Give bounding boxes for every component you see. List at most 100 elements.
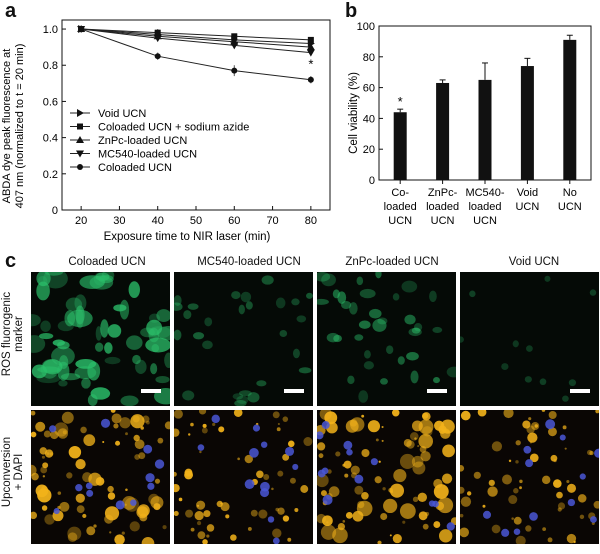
- upconversion-signal: [188, 433, 191, 436]
- upconversion-signal: [547, 537, 553, 543]
- dapi-nucleus: [211, 414, 220, 424]
- x-tick-label: 50: [190, 215, 202, 227]
- cell-fluorescence: [234, 399, 247, 406]
- cell-fluorescence: [182, 390, 195, 401]
- upconversion-signal: [142, 415, 150, 423]
- cell-fluorescence: [347, 375, 355, 385]
- series-line: [80, 28, 311, 81]
- cell-fluorescence: [358, 320, 371, 329]
- cell-fluorescence: [174, 302, 183, 311]
- upconversion-signal: [542, 527, 547, 531]
- cell-fluorescence: [317, 298, 329, 305]
- cell-fluorescence: [372, 318, 387, 332]
- upconversion-signal: [418, 433, 434, 449]
- line-chart-abda: 20 30 40 50 60 70 80 0 0.2 0.4 0.6 0.8 1.0 * Void UC…: [1, 19, 331, 243]
- upconversion-signal: [185, 509, 194, 518]
- upconversion-signal: [212, 422, 216, 427]
- row-header-ros-line1: ROS fluorogenic: [1, 291, 13, 377]
- upconversion-signal: [529, 441, 533, 444]
- upconversion-signal: [62, 430, 67, 435]
- upconversion-signal: [44, 449, 54, 458]
- upconversion-signal: [466, 491, 472, 496]
- significance-asterisk: *: [398, 94, 403, 109]
- cell-fluorescence: [98, 274, 114, 284]
- upconversion-signal: [194, 511, 204, 521]
- upconversion-signal: [198, 410, 207, 415]
- upconversion-signal: [349, 418, 358, 427]
- bar: [478, 79, 492, 180]
- dapi-nucleus: [370, 458, 378, 466]
- cell-fluorescence: [57, 361, 70, 381]
- upconversion-signal: [148, 493, 160, 505]
- x-tick-label: 40: [152, 215, 164, 227]
- cell-fluorescence: [36, 281, 50, 301]
- upconversion-signal: [31, 511, 38, 520]
- y-tick-label: 0.2: [43, 169, 58, 181]
- upconversion-signal: [271, 487, 274, 491]
- cell-fluorescence: [236, 395, 249, 404]
- upconversion-signal: [282, 416, 289, 422]
- cell-fluorescence: [193, 332, 205, 340]
- upconversion-signal: [562, 425, 567, 430]
- cell-fluorescence: [358, 390, 369, 403]
- cell-fluorescence: [589, 289, 597, 296]
- upconversion-signal: [206, 524, 215, 532]
- cell-fluorescence: [183, 310, 192, 320]
- upconversion-signal: [515, 440, 521, 446]
- cell-fluorescence: [279, 329, 288, 338]
- upconversion-signal: [445, 430, 450, 434]
- upconversion-signal: [164, 421, 170, 430]
- upconversion-signal: [511, 517, 514, 520]
- cell-fluorescence: [298, 367, 312, 374]
- upconversion-signal: [361, 491, 369, 500]
- upconversion-signal: [121, 531, 125, 535]
- cell-fluorescence: [380, 378, 388, 385]
- y-axis-label-line1: ABDA dye peak fluorescence at: [1, 49, 13, 204]
- upconversion-signal: [337, 522, 346, 531]
- y-axis-label-line2: 407 nm (normalized to t = 20 min): [14, 44, 26, 209]
- x-tick-label: loaded: [468, 201, 501, 213]
- upconversion-signal: [441, 473, 453, 484]
- upconversion-signal: [420, 451, 431, 462]
- x-axis-label: Exposure time to NIR laser (min): [104, 231, 271, 243]
- x-tick-label: UCN: [515, 201, 539, 213]
- upconversion-signal: [411, 455, 424, 468]
- cell-fluorescence: [364, 350, 371, 359]
- ros-image-void: [460, 272, 599, 406]
- dapi-nucleus: [53, 508, 60, 515]
- upconversion-signal: [438, 529, 453, 543]
- upconversion-signal: [460, 465, 465, 472]
- upconversion-signal: [350, 417, 365, 432]
- cell-fluorescence: [74, 294, 87, 312]
- upconversion-signal: [184, 468, 193, 477]
- upconversion-signal: [442, 444, 455, 458]
- upconversion-signal: [381, 439, 384, 442]
- upconversion-signal: [119, 417, 131, 429]
- cell-fluorescence: [150, 363, 158, 375]
- upconversion-signal: [134, 439, 145, 450]
- upconversion-signal: [418, 419, 434, 435]
- upconversion-signal: [566, 483, 577, 493]
- upconversion-signal: [483, 410, 486, 412]
- upconversion-signal: [412, 496, 419, 503]
- upconversion-signal: [375, 438, 379, 442]
- cell-fluorescence: [31, 335, 46, 353]
- upconversion-signal: [320, 490, 327, 497]
- data-point: [306, 43, 315, 51]
- dapi-nucleus: [590, 516, 597, 523]
- legend-marker: [77, 109, 84, 117]
- scale-bar: [141, 389, 161, 393]
- upconversion-signal: [86, 526, 96, 536]
- dapi-nucleus: [322, 494, 333, 505]
- upconversion-signal: [174, 428, 180, 437]
- upconversion-signal: [557, 507, 562, 512]
- upconversion-signal: [589, 450, 594, 456]
- cell-fluorescence: [240, 291, 252, 303]
- cell-fluorescence: [100, 319, 109, 338]
- upconversion-signal: [374, 476, 382, 484]
- upconversion-signal: [410, 432, 419, 441]
- upconversion-signal: [566, 533, 577, 544]
- upconversion-signal: [482, 504, 486, 508]
- upconversion-signal: [136, 506, 149, 519]
- cell-fluorescence: [524, 376, 532, 383]
